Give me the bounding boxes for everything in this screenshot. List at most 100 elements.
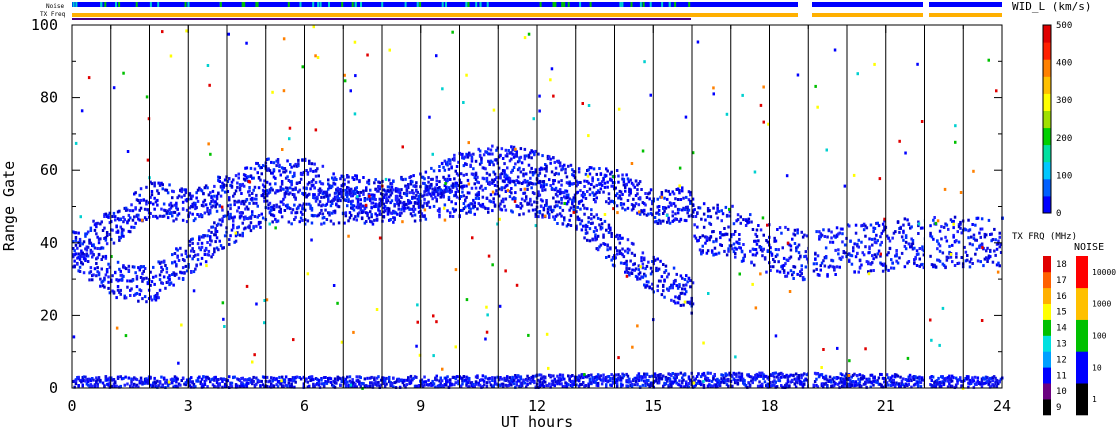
echo-point <box>634 194 638 197</box>
echo-point <box>750 379 753 383</box>
echo-point <box>849 239 852 243</box>
echo-point <box>793 233 797 237</box>
echo-point <box>354 215 357 219</box>
echo-point <box>512 378 516 382</box>
echo-point <box>242 173 246 177</box>
echo-point <box>430 384 433 387</box>
echo-point <box>455 172 459 176</box>
echo-point <box>610 235 613 238</box>
echo-point <box>998 245 1001 249</box>
echo-point <box>346 195 349 199</box>
echo-point <box>708 379 711 383</box>
echo-point <box>248 186 251 189</box>
echo-point <box>672 282 676 286</box>
echo-point <box>792 265 795 269</box>
echo-point <box>786 227 790 231</box>
echo-point <box>469 163 472 167</box>
echo-point <box>141 279 144 283</box>
echo-point <box>312 169 315 173</box>
echo-point <box>529 151 532 155</box>
echo-point <box>902 229 905 233</box>
echo-point <box>617 377 620 381</box>
echo-point <box>739 246 742 250</box>
echo-point <box>663 206 666 210</box>
echo-point <box>346 190 349 194</box>
echo-point <box>512 382 516 386</box>
echo-point <box>135 274 139 278</box>
echo-point <box>553 377 556 381</box>
echo-point <box>318 180 322 184</box>
echo-point <box>398 214 402 217</box>
echo-point <box>401 205 405 209</box>
echo-point <box>244 226 247 230</box>
echo-point <box>255 376 258 380</box>
echo-point <box>191 257 194 261</box>
echo-point <box>283 379 287 383</box>
echo-point <box>423 375 426 379</box>
echo-point <box>756 374 760 378</box>
echo-point <box>599 227 603 231</box>
echo-point <box>740 373 744 377</box>
echo-point <box>438 215 441 219</box>
echo-point <box>95 376 98 380</box>
echo-point <box>447 158 451 162</box>
echo-point <box>869 223 873 227</box>
echo-point <box>614 194 617 198</box>
echo-point <box>545 199 548 202</box>
echo-point <box>192 201 196 205</box>
echo-point <box>692 204 695 207</box>
echo-point <box>698 235 702 239</box>
echo-point <box>275 220 278 224</box>
echo-point <box>903 244 907 248</box>
echo-point <box>959 226 962 230</box>
echo-point <box>221 217 224 221</box>
echo-point <box>625 379 628 383</box>
echo-point <box>343 178 346 182</box>
echo-point <box>360 211 364 214</box>
echo-point <box>493 204 497 208</box>
echo-point <box>539 185 543 189</box>
echo-point <box>449 158 452 162</box>
echo-point <box>322 384 326 388</box>
echo-point <box>282 167 285 170</box>
echo-point <box>592 167 596 171</box>
echo-point <box>605 167 608 171</box>
echo-point <box>588 187 592 191</box>
echo-point <box>699 383 703 387</box>
echo-point <box>564 384 567 388</box>
echo-point <box>156 189 159 193</box>
echo-point <box>653 375 657 379</box>
echo-point <box>210 255 213 259</box>
echo-point <box>591 237 594 241</box>
echo-point <box>352 204 356 208</box>
echo-point <box>792 270 795 274</box>
echo-point <box>546 384 550 388</box>
echo-point <box>417 194 421 198</box>
echo-point <box>963 245 966 249</box>
echo-point <box>868 380 871 384</box>
echo-point <box>519 377 523 381</box>
echo-point <box>871 254 874 258</box>
echo-point <box>303 379 307 383</box>
echo-point <box>379 212 383 216</box>
echo-point <box>394 198 398 202</box>
echo-point <box>473 204 476 208</box>
echo-point <box>549 161 552 165</box>
echo-point <box>251 213 254 217</box>
echo-point <box>329 377 333 381</box>
echo-point <box>841 227 844 231</box>
echo-point <box>308 159 311 163</box>
echo-point <box>720 209 723 213</box>
echo-point <box>685 283 688 287</box>
echo-point <box>251 196 254 200</box>
echo-point <box>402 383 406 387</box>
echo-point <box>819 373 822 377</box>
echo-point <box>81 383 84 387</box>
echo-point <box>488 152 491 156</box>
echo-point <box>826 273 829 277</box>
echo-point <box>721 379 725 383</box>
echo-point <box>738 246 741 250</box>
echo-point <box>856 251 859 255</box>
echo-point <box>945 239 949 243</box>
echo-point <box>674 378 677 382</box>
